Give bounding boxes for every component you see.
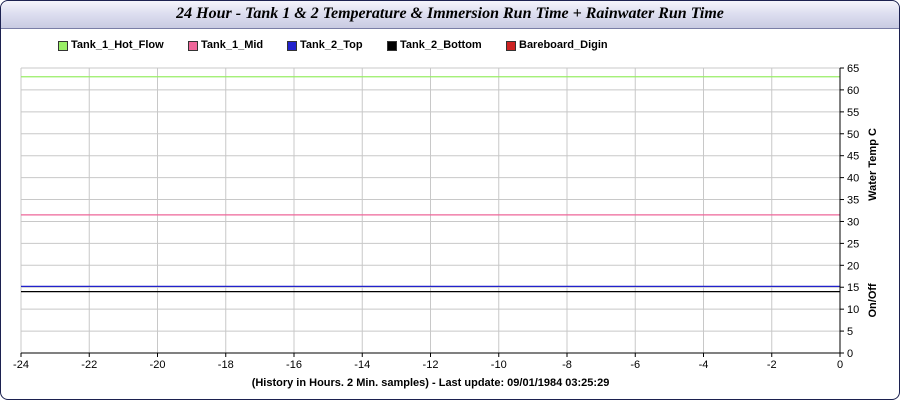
y-tick-label: 60 <box>847 85 859 97</box>
y-tick-label: 35 <box>847 195 859 207</box>
x-tick-label: -8 <box>562 359 572 371</box>
y-tick-label: 55 <box>847 107 859 119</box>
y-tick-label: 20 <box>847 260 859 272</box>
x-axis-title: (History in Hours. 2 Min. samples) - Las… <box>252 377 610 389</box>
x-tick-label: -2 <box>767 359 777 371</box>
chart-title: 24 Hour - Tank 1 & 2 Temperature & Immer… <box>176 5 724 22</box>
x-tick-label: -6 <box>630 359 640 371</box>
x-tick-label: -22 <box>81 359 97 371</box>
legend-swatch-bareboard-digin <box>506 41 516 51</box>
y-tick-label: 25 <box>847 238 859 250</box>
series-lines <box>21 76 840 293</box>
y2-axis-title: On/Off <box>867 283 879 318</box>
y-tick-label: 40 <box>847 173 859 185</box>
x-tick-label: -24 <box>13 359 29 371</box>
x-tick-label: -14 <box>354 359 370 371</box>
y-tick-label: 30 <box>847 216 859 228</box>
title-bar: 24 Hour - Tank 1 & 2 Temperature & Immer… <box>1 1 899 29</box>
x-tick-label: -20 <box>150 359 166 371</box>
x-tick-label: -18 <box>218 359 234 371</box>
legend-label-bareboard-digin: Bareboard_Digin <box>519 39 608 51</box>
y-tick-label: 15 <box>847 282 859 294</box>
x-tick-label: -12 <box>423 359 439 371</box>
y-tick-label: 50 <box>847 129 859 141</box>
x-tick-label: -10 <box>491 359 507 371</box>
y-tick-label: 45 <box>847 151 859 163</box>
legend-swatch-tank-2-bottom <box>387 41 397 51</box>
legend-swatch-tank-2-top <box>287 41 297 51</box>
x-tick-label: -4 <box>699 359 709 371</box>
x-tick-label: 0 <box>837 359 843 371</box>
y-tick-label: 0 <box>847 348 853 360</box>
legend-label-tank-2-bottom: Tank_2_Bottom <box>400 39 482 51</box>
grid <box>20 67 841 354</box>
axes: -24 -22 -20 -18 -16 -14 -12 -10 -8 -6 -4 -2 00510152… <box>13 63 859 371</box>
y-tick-label: 5 <box>847 326 853 338</box>
legend-swatch-tank-1-mid <box>188 41 198 51</box>
y-axis-title: Water Temp C <box>867 128 879 201</box>
legend-label-tank-1-mid: Tank_1_Mid <box>201 39 264 51</box>
y-tick-label: 65 <box>847 63 859 75</box>
x-tick-label: -16 <box>286 359 302 371</box>
y-tick-label: 10 <box>847 304 859 316</box>
legend-label-tank-1-hot-flow: Tank_1_Hot_Flow <box>71 39 164 51</box>
legend-label-tank-2-top: Tank_2_Top <box>300 39 363 51</box>
legend-swatch-tank-1-hot-flow <box>58 41 68 51</box>
